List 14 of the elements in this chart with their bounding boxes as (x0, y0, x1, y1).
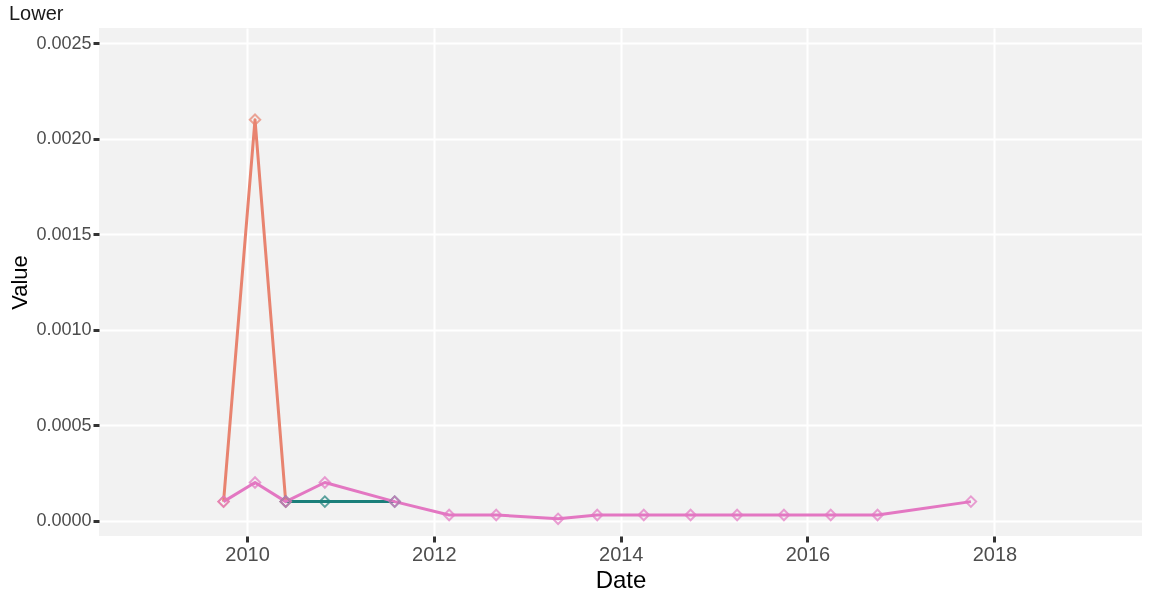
y-tick-label: 0.0010 (36, 319, 92, 340)
y-axis-title: Value (7, 255, 33, 310)
y-tick-label: 0.0005 (36, 414, 92, 435)
chart-title: Lower (8, 2, 64, 24)
x-tick-label: 2016 (785, 542, 831, 565)
x-tick-label: 2010 (225, 542, 270, 565)
y-tick-label: 0.0000 (36, 510, 92, 531)
x-tick-label: 2014 (599, 542, 644, 565)
x-tick-label: 2018 (972, 542, 1018, 565)
x-tick-label: 2012 (412, 542, 457, 565)
y-tick-label: 0.0020 (36, 128, 92, 149)
y-tick-label: 0.0015 (36, 223, 92, 244)
y-tick-label: 0.0025 (36, 32, 92, 53)
x-axis-title: Date (595, 565, 647, 593)
